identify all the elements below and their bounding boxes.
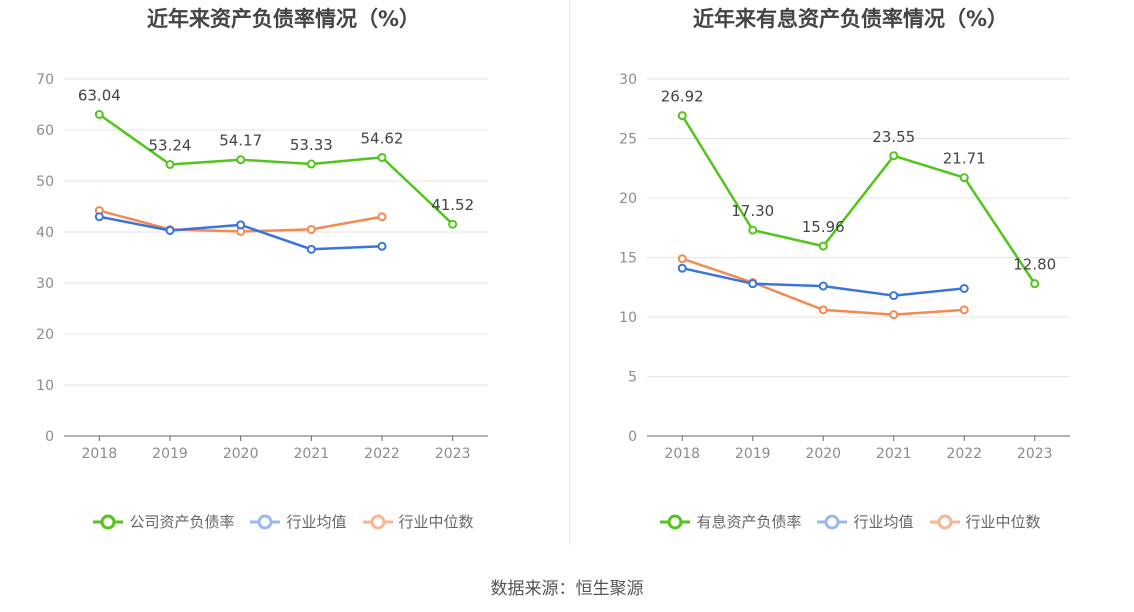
legend-label: 有息资产负债率 xyxy=(696,513,802,531)
chart-title: 近年来有息资产负债率情况（%） xyxy=(692,7,1009,31)
legend-item-company[interactable]: 公司资产负债率 xyxy=(93,511,234,532)
legend-marker-icon xyxy=(660,514,691,529)
chart-title: 近年来资产负债率情况（%） xyxy=(146,7,421,31)
legend-item-industry-mean[interactable]: 行业均值 xyxy=(250,511,347,532)
data-point xyxy=(306,224,316,234)
data-point xyxy=(889,310,899,320)
legend-marker-icon xyxy=(250,514,281,529)
y-tick-label: 0 xyxy=(628,429,637,445)
data-point xyxy=(165,225,175,235)
data-point xyxy=(377,152,387,162)
data-label: 53.33 xyxy=(290,136,333,154)
legend-label: 行业中位数 xyxy=(965,513,1041,531)
data-point xyxy=(748,225,758,235)
y-tick-label: 15 xyxy=(619,251,637,267)
line-chart: 0 5 10 15 20 25 30 2018 2019 2020 2021 2022 2023 26.9… xyxy=(619,72,1070,462)
legend-marker-icon xyxy=(93,514,124,529)
x-tick-label: 2019 xyxy=(152,446,188,462)
x-tick-label: 2021 xyxy=(876,446,912,462)
line-chart: 0 10 20 30 40 50 60 70 2018 2019 2020 2021 2022 2023 6… xyxy=(36,72,488,462)
x-tick-label: 2022 xyxy=(946,446,982,462)
legend-item-industry-mean[interactable]: 行业均值 xyxy=(817,511,914,532)
data-point xyxy=(677,111,687,121)
data-point xyxy=(818,281,828,291)
data-point xyxy=(748,279,758,289)
data-point xyxy=(1030,279,1040,289)
data-point xyxy=(377,241,387,251)
y-tick-label: 40 xyxy=(36,225,54,241)
data-point xyxy=(94,212,104,222)
data-point xyxy=(889,151,899,161)
data-point xyxy=(959,305,969,315)
data-label: 26.92 xyxy=(661,88,704,106)
x-tick-label: 2023 xyxy=(1017,446,1053,462)
data-point xyxy=(677,254,687,264)
legend-marker-icon xyxy=(817,514,848,529)
y-tick-label: 20 xyxy=(619,191,637,207)
y-tick-label: 0 xyxy=(45,429,54,445)
legend: 公司资产负债率 行业均值 行业中位数 xyxy=(0,511,567,532)
x-tick-label: 2021 xyxy=(294,446,330,462)
series-line xyxy=(98,113,454,226)
data-point xyxy=(306,159,316,169)
legend-item-industry-median[interactable]: 行业中位数 xyxy=(929,511,1041,532)
legend-marker-icon xyxy=(929,514,960,529)
data-point xyxy=(236,155,246,165)
y-tick-label: 70 xyxy=(36,72,54,88)
data-point xyxy=(165,159,175,169)
data-point xyxy=(448,219,458,229)
legend: 有息资产负债率 行业均值 行业中位数 xyxy=(567,511,1134,532)
x-tick-label: 2020 xyxy=(805,446,841,462)
data-label: 54.62 xyxy=(361,129,404,147)
x-tick-label: 2019 xyxy=(735,446,771,462)
legend-label: 公司资产负债率 xyxy=(129,513,235,531)
data-label: 63.04 xyxy=(78,86,121,104)
data-label: 15.96 xyxy=(802,218,845,236)
y-tick-label: 30 xyxy=(36,276,54,292)
legend-label: 行业均值 xyxy=(286,513,347,531)
legend-label: 行业中位数 xyxy=(398,513,474,531)
data-label: 21.71 xyxy=(943,150,986,168)
data-source-note: 数据来源：恒生聚源 xyxy=(490,579,644,599)
x-tick-label: 2018 xyxy=(82,446,118,462)
data-point xyxy=(236,220,246,230)
legend-item-interest-bearing[interactable]: 有息资产负债率 xyxy=(660,511,801,532)
y-tick-label: 30 xyxy=(619,72,637,88)
y-tick-label: 50 xyxy=(36,174,54,190)
legend-label: 行业均值 xyxy=(853,513,914,531)
y-tick-label: 10 xyxy=(36,378,54,394)
data-label: 12.80 xyxy=(1013,256,1056,274)
series-line xyxy=(681,115,1036,285)
x-tick-label: 2020 xyxy=(223,446,259,462)
data-point xyxy=(677,263,687,273)
data-label: 54.17 xyxy=(219,132,262,150)
y-tick-label: 5 xyxy=(628,370,637,386)
data-point xyxy=(959,283,969,293)
data-label: 17.30 xyxy=(731,202,774,220)
legend-marker-icon xyxy=(362,514,393,529)
y-tick-label: 10 xyxy=(619,310,637,326)
data-point xyxy=(889,291,899,301)
y-tick-label: 20 xyxy=(36,327,54,343)
data-point xyxy=(94,109,104,119)
x-tick-label: 2023 xyxy=(435,446,471,462)
panel-divider xyxy=(569,0,570,545)
chart-panel-interest-bearing: 近年来有息资产负债率情况（%） 0 5 10 15 20 25 30 2018 2019 2020… xyxy=(567,0,1134,560)
x-tick-label: 2022 xyxy=(364,446,400,462)
x-tick-label: 2018 xyxy=(664,446,700,462)
chart-panel-asset-liability: 近年来资产负债率情况（%） 0 10 20 30 40 50 60 70 2018 2019 202… xyxy=(0,0,567,560)
data-point xyxy=(959,173,969,183)
data-label: 23.55 xyxy=(872,128,915,146)
data-point xyxy=(377,212,387,222)
data-point xyxy=(818,305,828,315)
legend-item-industry-median[interactable]: 行业中位数 xyxy=(362,511,474,532)
data-label: 53.24 xyxy=(149,136,192,154)
y-tick-label: 25 xyxy=(619,132,637,148)
y-tick-label: 60 xyxy=(36,123,54,139)
data-point xyxy=(818,241,828,251)
data-label: 41.52 xyxy=(431,196,474,214)
data-point xyxy=(306,244,316,254)
